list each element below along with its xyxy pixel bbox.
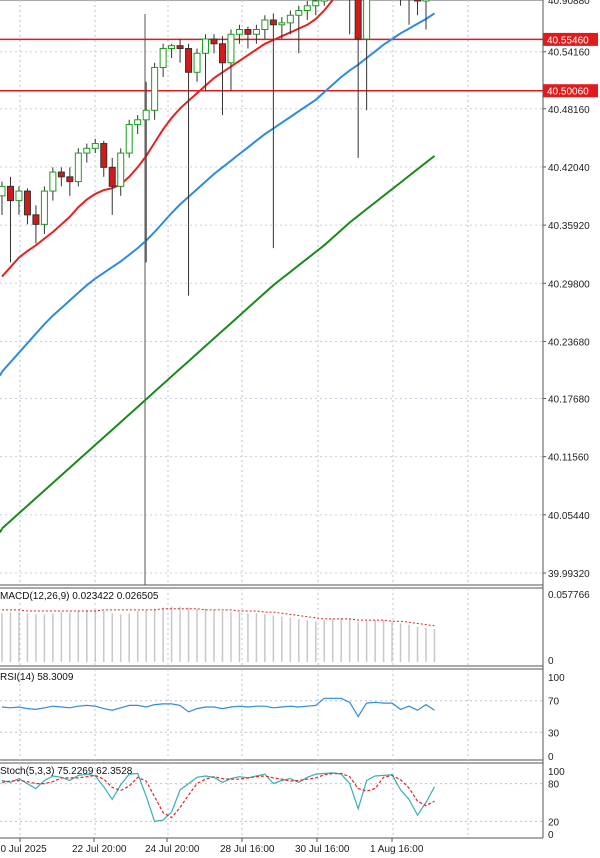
candle-bull: [235, 29, 243, 35]
ma-mid-line: [1, 12, 436, 373]
candle-bull: [286, 14, 294, 24]
candle-bear: [414, 0, 422, 2]
price-tick-label: 40.11560: [548, 453, 589, 464]
candle-bear: [108, 166, 116, 187]
candle-bull: [303, 5, 311, 11]
candle-bull: [134, 119, 142, 126]
candle-bull: [278, 22, 286, 26]
candle-bear: [23, 190, 31, 216]
candles: [0, 0, 430, 296]
rsi-tick-label: 70: [548, 697, 560, 708]
candle-bull: [252, 29, 260, 35]
grid: [0, 0, 544, 839]
moving-averages: [0, 0, 436, 533]
candle-bear: [269, 19, 277, 26]
time-tick-label: 30 Jul 16:00: [295, 844, 350, 855]
price-tick-label: 40.05440: [548, 511, 590, 522]
price-tick-label: 40.35920: [548, 221, 590, 232]
ma-fast-line: [1, 0, 335, 278]
price-tick-label: 40.48160: [548, 105, 590, 116]
stoch-k-line: [1, 772, 436, 823]
stoch-tick-label: 0: [548, 830, 554, 841]
candle-bull: [40, 190, 48, 225]
candle-bear: [354, 0, 362, 40]
rsi-line: [1, 697, 435, 718]
candle-bull: [202, 38, 210, 54]
candle-bull: [74, 152, 82, 183]
macd-tick-label: 0.057766: [548, 590, 590, 601]
level-lines: [0, 38, 543, 92]
stoch-tick-label: 80: [548, 780, 560, 791]
indicator-panes: [0, 606, 543, 823]
macd-signal-line: [2, 608, 435, 627]
price-axis: 40.9088040.8476040.7864040.7252040.66400…: [543, 0, 590, 841]
price-tick-label: 40.29800: [548, 279, 590, 290]
candle-bear: [66, 176, 74, 183]
candle-bear: [185, 48, 193, 73]
stoch-d-line: [1, 772, 435, 819]
time-tick-label: 1 Aug 16:00: [370, 844, 424, 855]
candle-bull: [83, 147, 91, 154]
candle-bear: [218, 43, 226, 64]
candle-bull: [168, 45, 176, 50]
price-tick-label: 40.17680: [548, 394, 590, 405]
candle-bull: [0, 185, 6, 197]
level-tag-label: 40.55460: [547, 35, 589, 46]
time-tick-label: 22 Jul 20:00: [72, 844, 127, 855]
level-tag: [543, 32, 598, 46]
candle-bull: [193, 52, 201, 73]
macd-tick-label: 0: [548, 656, 554, 667]
candle-bull: [261, 19, 269, 31]
candle-bear: [176, 45, 184, 50]
candle-bull: [320, 0, 328, 2]
candle-bull: [15, 190, 23, 202]
ma-slow-lead: [0, 528, 3, 533]
time-axis: 20 Jul 2025 22 Jul 20:00 24 Jul 20:00 28 Ju…: [0, 838, 424, 855]
candle-bull: [125, 124, 133, 154]
candle-bull: [363, 0, 371, 40]
stoch-label: Stoch(5,3,3) 75.2269 62.3528: [0, 766, 133, 777]
candle-bear: [100, 143, 108, 168]
rsi-tick-label: 30: [548, 728, 560, 739]
level-tags: 40.8604040.8065040.7525040.6086040.55460…: [543, 32, 598, 98]
candle-bear: [6, 185, 14, 202]
candle-bull: [227, 33, 235, 64]
candle-bull: [422, 0, 430, 2]
candle-bull: [159, 48, 167, 69]
candle-bear: [210, 38, 218, 45]
price-tick-label: 40.42040: [548, 163, 590, 174]
candle-bull: [117, 152, 125, 187]
stoch-tick-label: 100: [548, 767, 565, 778]
level-tag-label: 40.50060: [547, 87, 589, 98]
candle-bull: [142, 109, 150, 121]
price-tick-label: 40.23680: [548, 337, 590, 348]
time-tick-label: 24 Jul 20:00: [145, 844, 200, 855]
stoch-tick-label: 20: [548, 817, 560, 828]
candle-bull: [49, 171, 57, 192]
rsi-label: RSI(14) 58.3009: [0, 672, 74, 683]
price-tick-label: 40.60280: [548, 0, 590, 1]
price-tick-label: 39.99320: [548, 569, 590, 580]
candle-bull: [91, 143, 99, 149]
candle-bull: [151, 67, 159, 111]
price-tick-label: 40.90880: [548, 0, 590, 7]
level-tag: [543, 84, 598, 98]
time-tick-label: 20 Jul 2025: [0, 844, 47, 855]
candle-bull: [312, 0, 320, 7]
ma-slow-line: [1, 155, 436, 530]
ma-mid-lead: [0, 371, 3, 377]
candle-bear: [32, 214, 40, 225]
candle-bull: [295, 9, 303, 16]
time-tick-label: 28 Jul 16:00: [220, 844, 275, 855]
rsi-tick-label: 0: [548, 752, 554, 763]
macd-label: MACD(12,26,9) 0.023422 0.026505: [0, 591, 159, 602]
rsi-tick-label: 100: [548, 673, 565, 684]
indicator-labels: MACD(12,26,9) 0.023422 0.026505 RSI(14) 5…: [0, 591, 159, 777]
price-tick-label: 40.54160: [548, 48, 590, 59]
candle-bear: [244, 29, 252, 35]
candle-bear: [57, 171, 65, 178]
